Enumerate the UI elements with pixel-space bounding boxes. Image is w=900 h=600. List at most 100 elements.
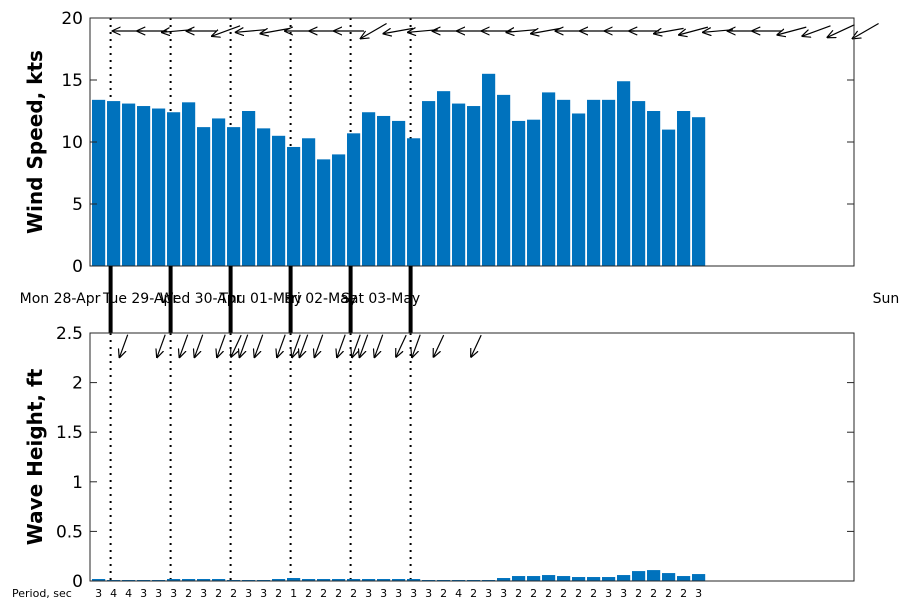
wave-direction-arrow [314, 334, 324, 358]
data-bar [422, 101, 436, 266]
data-bar [377, 579, 391, 581]
wave-direction-arrow [254, 334, 264, 358]
data-bar [362, 579, 376, 581]
period-value: 2 [230, 587, 237, 600]
data-bar [512, 576, 526, 581]
wave-direction-arrow [352, 334, 361, 358]
period-value: 2 [305, 587, 312, 600]
wind-y-axis-label: Wind Speed, kts [23, 50, 47, 234]
y-tick-label: 10 [61, 133, 83, 153]
period-value: 3 [695, 587, 702, 600]
data-bar [617, 575, 631, 581]
period-value: 2 [185, 587, 192, 600]
wave-direction-arrow [231, 334, 242, 357]
wave-direction-arrow [179, 334, 189, 358]
wind-direction-arrow [236, 30, 266, 33]
wave-direction-arrow [412, 334, 421, 358]
period-value: 2 [530, 587, 537, 600]
data-bar [632, 101, 646, 266]
wave-axes-frame [89, 332, 855, 582]
data-bar [407, 579, 421, 581]
wind-direction-arrow [777, 26, 807, 35]
period-value: 2 [635, 587, 642, 600]
period-value: 2 [515, 587, 522, 600]
day-label: Fri 02-May [284, 291, 357, 307]
data-bar [467, 106, 481, 266]
y-tick-label: 2 [72, 374, 83, 394]
y-tick-label: 20 [61, 9, 83, 29]
period-value: 4 [125, 587, 132, 600]
day-label: Wed 30-Apr [160, 291, 242, 307]
y-tick-label: 1 [72, 473, 83, 493]
wave-direction-arrow [217, 334, 226, 358]
y-tick-label: 15 [61, 71, 83, 91]
data-bar [272, 135, 286, 266]
data-bar [677, 111, 691, 266]
data-bar [212, 118, 226, 266]
period-value: 2 [545, 587, 552, 600]
wave-direction-arrow [299, 334, 309, 358]
data-bar [542, 92, 556, 267]
period-value: 2 [650, 587, 657, 600]
data-bar [257, 128, 271, 266]
wave-direction-arrow [374, 334, 384, 358]
y-tick-label: 1.5 [56, 423, 83, 443]
data-bar [572, 577, 586, 581]
day-label: Thu 01-May [218, 291, 302, 307]
wave-direction-arrow [434, 334, 445, 357]
y-tick-label: 2.5 [56, 324, 83, 344]
data-bar [122, 103, 136, 266]
data-bar [602, 577, 616, 581]
period-value: 2 [320, 587, 327, 600]
period-value: 2 [590, 587, 597, 600]
data-bar [287, 578, 301, 581]
y-tick-label: 0 [72, 572, 83, 592]
period-value: 3 [95, 587, 102, 600]
data-bar [212, 579, 226, 581]
data-bar [317, 159, 331, 266]
period-value: 3 [200, 587, 207, 600]
period-value: 2 [215, 587, 222, 600]
wind-direction-arrow [802, 25, 831, 36]
data-bar [377, 115, 391, 267]
data-bar [587, 99, 601, 266]
wind-speed-panel: 0 5 10 15 20 Wind Speed, kts [23, 9, 879, 277]
wave-y-axis-label: Wave Height, ft [23, 368, 47, 545]
period-value: 3 [245, 587, 252, 600]
data-bar [692, 574, 706, 581]
period-value: 3 [140, 587, 147, 600]
data-bar [242, 111, 256, 266]
data-bar [497, 94, 511, 266]
wave-direction-arrow [119, 334, 129, 358]
data-bar [437, 91, 451, 266]
y-tick-label: 0.5 [56, 522, 83, 542]
data-bar [317, 579, 331, 581]
period-value: 3 [605, 587, 612, 600]
data-bar [392, 120, 406, 266]
period-value: 3 [425, 587, 432, 600]
data-bar [302, 579, 316, 581]
data-bar [182, 579, 196, 581]
data-bar [197, 127, 211, 267]
period-value: 4 [110, 587, 117, 600]
data-bar [302, 138, 316, 266]
data-bar [362, 112, 376, 267]
data-bar [272, 579, 286, 581]
period-value: 2 [470, 587, 477, 600]
day-label: Sun [873, 291, 900, 307]
data-bar [662, 129, 676, 266]
period-value: 3 [170, 587, 177, 600]
y-tick-label: 0 [72, 257, 83, 277]
data-bar [662, 573, 676, 581]
data-bar [227, 127, 241, 267]
data-bar [167, 579, 181, 581]
wave-direction-arrow [239, 334, 249, 358]
period-value: 3 [155, 587, 162, 600]
data-bar [647, 570, 661, 581]
data-bar [347, 133, 361, 266]
data-bar [527, 576, 541, 581]
period-value: 1 [290, 587, 297, 600]
